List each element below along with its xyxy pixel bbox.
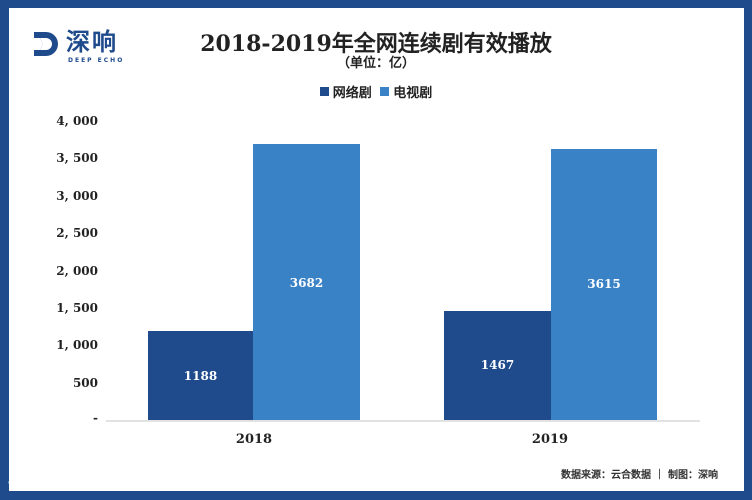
y-tick-3000: 3, 000	[56, 189, 98, 203]
chart-title: 2018-2019年全网连续剧有效播放	[200, 31, 552, 57]
bar-value-label: 1188	[183, 369, 218, 383]
data-source-note: 数据来源：云合数据 ｜ 制图：深响	[561, 470, 718, 481]
x-axis-line	[106, 420, 700, 422]
bar-2018-web-series: 1188	[148, 331, 253, 420]
y-tick-4000: 4, 000	[56, 114, 98, 128]
y-tick-500: 500	[72, 376, 98, 390]
legend-swatch-light-icon	[380, 87, 390, 96]
logo-text-en: DEEP ECHO	[68, 57, 125, 64]
y-tick-0: -	[93, 411, 98, 425]
y-tick-2000: 2, 000	[56, 264, 98, 278]
y-tick-2500: 2, 500	[56, 226, 98, 240]
legend-item-web-series: 网络剧	[319, 82, 372, 101]
legend-label: 网络剧	[332, 86, 372, 101]
bar-2019-web-series: 1467	[444, 311, 551, 420]
bar-value-label: 1467	[480, 358, 515, 372]
bar-value-label: 3682	[289, 276, 324, 290]
logo-text-cn: 深响	[66, 28, 118, 56]
y-tick-3500: 3, 500	[56, 151, 98, 165]
y-tick-1500: 1, 500	[56, 301, 98, 315]
logo-mark-icon	[34, 32, 58, 56]
watermark: ᶜ°° 大数跨境	[8, 474, 82, 493]
chart-legend: 网络剧 电视剧	[0, 82, 752, 101]
legend-swatch-dark-icon	[319, 87, 329, 96]
x-label-2018: 2018	[235, 432, 273, 447]
bar-value-label: 3615	[587, 277, 621, 291]
legend-label: 电视剧	[393, 86, 433, 101]
bar-2018-tv-series: 3682	[253, 144, 360, 420]
legend-item-tv-series: 电视剧	[380, 82, 432, 101]
y-tick-1000: 1, 000	[56, 338, 98, 352]
deep-echo-logo: 深响 DEEP ECHO	[32, 28, 142, 64]
chart-subtitle: （单位：亿）	[336, 56, 415, 71]
bar-2019-tv-series: 3615	[551, 149, 657, 420]
x-label-2019: 2019	[531, 432, 569, 447]
watermark-text: 大数跨境	[29, 478, 82, 493]
watermark-logo-icon: ᶜ°°	[8, 478, 30, 493]
